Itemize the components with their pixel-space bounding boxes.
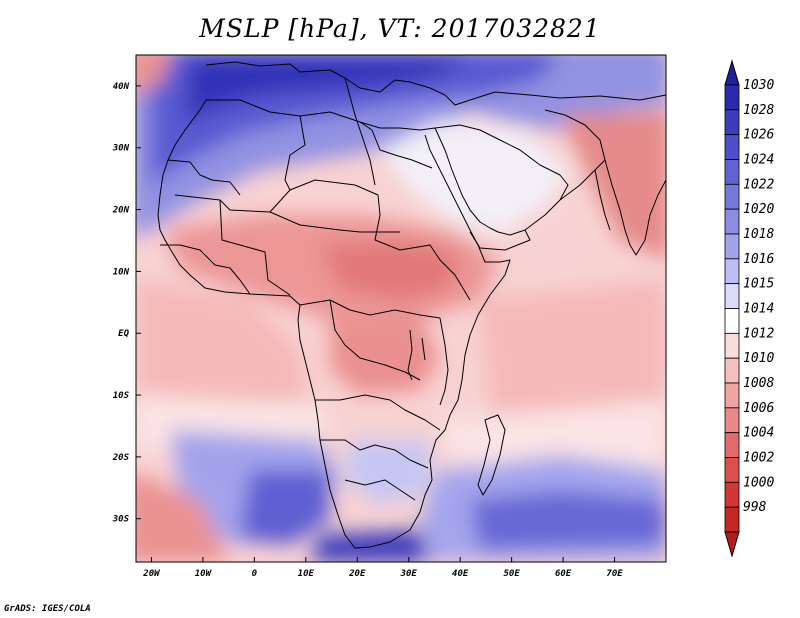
colorbar-label: 1030 — [743, 78, 774, 93]
lon-tick-label: 70E — [606, 569, 623, 579]
colorbar-swatch — [724, 457, 740, 483]
colorbar-label: 1008 — [743, 376, 774, 391]
colorbar-swatch — [724, 183, 740, 210]
colorbar-label: 1016 — [743, 252, 774, 267]
lon-tick-label: 20W — [142, 569, 161, 579]
colorbar-swatch — [724, 308, 740, 334]
colorbar-swatch — [724, 506, 740, 533]
colorbar-swatch — [724, 283, 740, 309]
lat-tick-label: 40N — [113, 82, 130, 92]
colorbar-swatch — [724, 233, 740, 260]
lon-tick-label: 30E — [400, 569, 418, 579]
colorbar-label: 1022 — [743, 177, 774, 192]
colorbar-swatch — [724, 357, 740, 384]
map-frame — [135, 54, 667, 563]
lon-tick-label: 50E — [503, 569, 520, 579]
colorbar-swatch — [724, 382, 740, 409]
latitude-axis: 40N 30N 20N 10N EQ 10S 20S 30S — [112, 82, 141, 525]
colorbar-top-arrow — [724, 59, 740, 86]
lat-tick-label: EQ — [118, 329, 129, 339]
colorbar-label: 1010 — [743, 351, 774, 366]
map-title: MSLP [hPa], VT: 2017032821 — [199, 14, 601, 43]
colorbar-swatch — [724, 432, 740, 458]
coastline-and-borders — [157, 61, 667, 549]
colorbar-swatch — [724, 481, 740, 508]
colorbar-swatch — [724, 258, 740, 285]
lat-tick-label: 10N — [113, 267, 130, 277]
lon-tick-label: 10E — [298, 569, 315, 579]
longitude-axis: 20W 10W 0 10E 20E 30E 40E 50E 60E 70E — [142, 557, 623, 579]
colorbar-swatch — [724, 134, 740, 160]
colorbar-label: 1006 — [743, 401, 774, 416]
colorbar-label: 1020 — [743, 202, 774, 217]
lat-tick-label: 20S — [112, 453, 130, 463]
colorbar-bottom-arrow — [724, 531, 740, 558]
colorbar-swatch — [724, 159, 740, 185]
lon-tick-label: 60E — [555, 569, 572, 579]
colorbar-label: 1026 — [743, 128, 774, 143]
colorbar-swatch — [724, 84, 740, 111]
colorbar-label: 1018 — [743, 227, 774, 242]
pressure-field — [136, 55, 666, 562]
lat-tick-label: 30S — [112, 515, 130, 525]
lat-tick-label: 10S — [113, 391, 130, 401]
colorbar-label: 1000 — [743, 475, 774, 490]
colorbar-swatch — [724, 407, 740, 434]
colorbar-label: 1004 — [743, 426, 774, 441]
colorbar-label: 1015 — [743, 277, 774, 292]
colorbar-label: 998 — [743, 500, 767, 515]
colorbar-swatch — [724, 109, 740, 136]
colorbar-label: 1002 — [743, 451, 774, 466]
colorbar-label: 1014 — [743, 302, 774, 317]
lon-tick-label: 40E — [452, 569, 469, 579]
lon-tick-label: 10W — [195, 569, 213, 579]
lat-tick-label: 30N — [112, 144, 130, 154]
lon-tick-label: 0 — [252, 569, 258, 579]
lon-tick-label: 20E — [348, 569, 366, 579]
colorbar-swatch — [724, 332, 740, 359]
colorbar: 1030 1028 1026 1024 1022 1020 1018 1016 1015 1014… — [724, 59, 774, 558]
colorbar-label: 1028 — [743, 103, 774, 118]
colorbar-swatch — [724, 208, 740, 235]
colorbar-label: 1012 — [743, 326, 774, 341]
grads-credit: GrADS: IGES/COLA — [4, 604, 91, 614]
colorbar-label: 1024 — [743, 153, 774, 168]
lat-tick-label: 20N — [112, 206, 130, 216]
